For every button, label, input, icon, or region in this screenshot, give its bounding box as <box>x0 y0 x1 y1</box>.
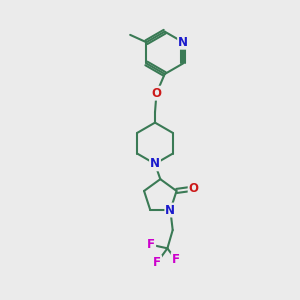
Text: O: O <box>152 87 161 100</box>
Text: F: F <box>172 253 180 266</box>
Text: N: N <box>178 36 188 49</box>
Text: N: N <box>150 157 160 170</box>
Text: O: O <box>189 182 199 195</box>
Text: N: N <box>165 203 175 217</box>
Text: F: F <box>153 256 161 269</box>
Text: F: F <box>147 238 155 251</box>
